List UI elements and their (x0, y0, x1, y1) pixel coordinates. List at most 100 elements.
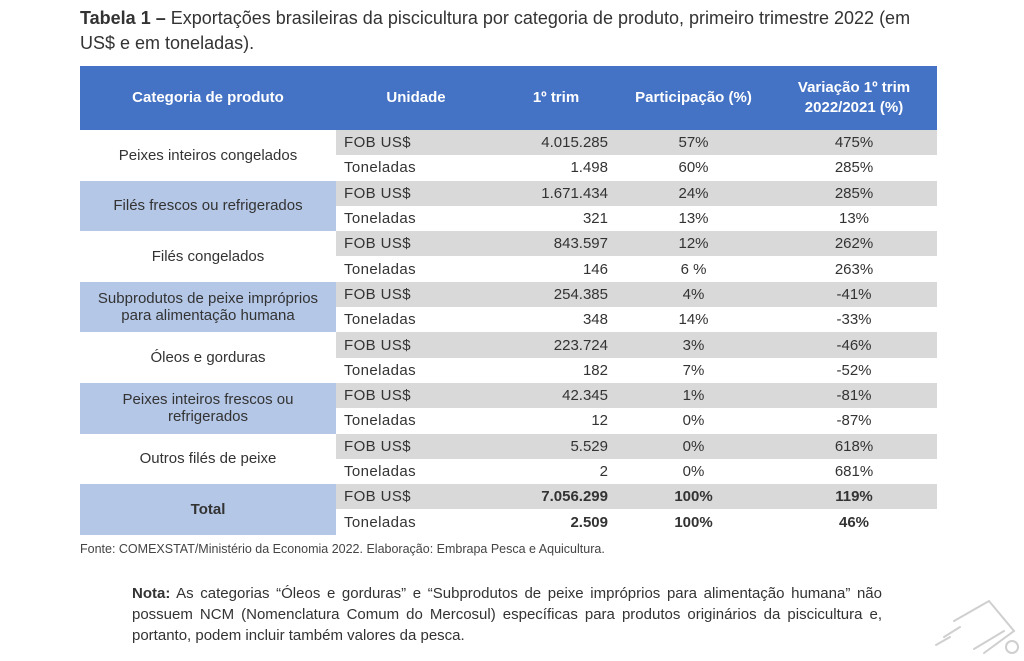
decorative-drawing-icon (935, 599, 1019, 654)
table-row: Toneladas 1.498 60% 285% (80, 155, 937, 181)
value-cell: 146 (496, 256, 616, 282)
value-cell: 12 (496, 408, 616, 434)
unit-cell: FOB US$ (336, 180, 496, 206)
share-cell: 12% (616, 231, 771, 257)
table-row: Total FOB US$ 7.056.299 100% 119% (80, 484, 937, 535)
share-cell: 60% (616, 155, 771, 181)
header-share: Participação (%) (616, 66, 771, 130)
note-text: As categorias “Óleos e gorduras” e “Subp… (132, 585, 882, 644)
change-cell: -87% (771, 408, 937, 434)
table-row: Toneladas 182 7% -52% (80, 357, 937, 383)
value-cell: 321 (496, 205, 616, 232)
share-cell: 0% (616, 408, 771, 434)
change-cell: 285% (771, 155, 937, 181)
category-cell: Total (80, 484, 336, 535)
table-body: Peixes inteiros congelados FOB US$ 4.015.2… (80, 130, 937, 535)
share-cell: 13% (616, 205, 771, 232)
value-cell: 254.385 (496, 281, 616, 308)
category-cell: Outros filés de peixe (80, 433, 336, 485)
share-cell: 4% (616, 281, 771, 308)
change-cell: -33% (771, 307, 937, 333)
change-cell: 475% (771, 130, 937, 156)
value-cell: 843.597 (496, 231, 616, 257)
change-cell: 618% (771, 433, 937, 459)
table-row: Filés frescos ou refrigerados FOB US$ 1.67… (80, 180, 937, 232)
table-row: Toneladas 348 14% -33% (80, 307, 937, 333)
value-cell: 2.509 (496, 509, 616, 535)
category-cell: Subprodutos de peixe impróprios para ali… (80, 281, 336, 333)
share-cell: 1% (616, 382, 771, 409)
unit-cell: Toneladas (336, 205, 496, 232)
unit-cell: FOB US$ (336, 281, 496, 308)
unit-cell: FOB US$ (336, 332, 496, 358)
note-paragraph: Nota: As categorias “Óleos e gorduras” e… (132, 583, 882, 646)
share-cell: 100% (616, 509, 771, 535)
table-row: Peixes inteiros congelados FOB US$ 4.015.2… (80, 130, 937, 181)
change-cell: 285% (771, 180, 937, 206)
value-cell: 1.498 (496, 155, 616, 181)
value-cell: 42.345 (496, 382, 616, 409)
table-title-prefix: Tabela 1 – (80, 8, 166, 28)
table-title-text: Exportações brasileiras da piscicultura … (80, 8, 911, 53)
table-row: Outros filés de peixe FOB US$ 5.529 0% 618% (80, 433, 937, 485)
unit-cell: Toneladas (336, 155, 496, 181)
value-cell: 4.015.285 (496, 130, 616, 156)
share-cell: 57% (616, 130, 771, 156)
source-note: Fonte: COMEXSTAT/Ministério da Economia … (80, 542, 605, 556)
value-cell: 5.529 (496, 433, 616, 459)
share-cell: 7% (616, 357, 771, 383)
table-row: Toneladas 2 0% 681% (80, 458, 937, 485)
value-cell: 7.056.299 (496, 484, 616, 510)
change-cell: 262% (771, 231, 937, 257)
category-cell: Filés congelados (80, 231, 336, 282)
share-cell: 0% (616, 458, 771, 485)
table-row: Toneladas 146 6 % 263% (80, 256, 937, 282)
value-cell: 223.724 (496, 332, 616, 358)
change-cell: 13% (771, 205, 937, 232)
category-cell: Óleos e gorduras (80, 332, 336, 383)
change-cell: 119% (771, 484, 937, 510)
change-cell: -41% (771, 281, 937, 308)
table-row: Toneladas 321 13% 13% (80, 205, 937, 232)
table-row: Peixes inteiros frescos ou refrigerados F… (80, 382, 937, 434)
change-cell: 263% (771, 256, 937, 282)
share-cell: 0% (616, 433, 771, 459)
table-row: Óleos e gorduras FOB US$ 223.724 3% -46% (80, 332, 937, 383)
share-cell: 6 % (616, 256, 771, 282)
unit-cell: Toneladas (336, 509, 496, 535)
change-cell: 46% (771, 509, 937, 535)
table-header-row: Categoria de produto Unidade 1º trim Par… (80, 66, 937, 130)
change-cell: -46% (771, 332, 937, 358)
table-row: Filés congelados FOB US$ 843.597 12% 262% (80, 231, 937, 282)
change-cell: 681% (771, 458, 937, 485)
category-cell: Peixes inteiros frescos ou refrigerados (80, 382, 336, 434)
unit-cell: FOB US$ (336, 484, 496, 510)
header-first-quarter: 1º trim (496, 66, 616, 130)
change-cell: -52% (771, 357, 937, 383)
exports-table: Categoria de produto Unidade 1º trim Par… (80, 66, 937, 535)
value-cell: 2 (496, 458, 616, 485)
unit-cell: Toneladas (336, 458, 496, 485)
header-category: Categoria de produto (80, 66, 336, 130)
header-unit: Unidade (336, 66, 496, 130)
category-cell: Filés frescos ou refrigerados (80, 180, 336, 232)
value-cell: 348 (496, 307, 616, 333)
value-cell: 182 (496, 357, 616, 383)
unit-cell: FOB US$ (336, 231, 496, 257)
header-change: Variação 1º trim 2022/2021 (%) (771, 66, 937, 130)
unit-cell: Toneladas (336, 357, 496, 383)
unit-cell: Toneladas (336, 256, 496, 282)
share-cell: 24% (616, 180, 771, 206)
category-cell: Peixes inteiros congelados (80, 130, 336, 181)
table-row: Toneladas 12 0% -87% (80, 408, 937, 434)
unit-cell: Toneladas (336, 307, 496, 333)
unit-cell: FOB US$ (336, 130, 496, 156)
unit-cell: FOB US$ (336, 382, 496, 409)
value-cell: 1.671.434 (496, 180, 616, 206)
share-cell: 14% (616, 307, 771, 333)
share-cell: 3% (616, 332, 771, 358)
unit-cell: FOB US$ (336, 433, 496, 459)
table-row: Subprodutos de peixe impróprios para ali… (80, 281, 937, 333)
table-row: Toneladas 2.509 100% 46% (80, 509, 937, 535)
share-cell: 100% (616, 484, 771, 510)
